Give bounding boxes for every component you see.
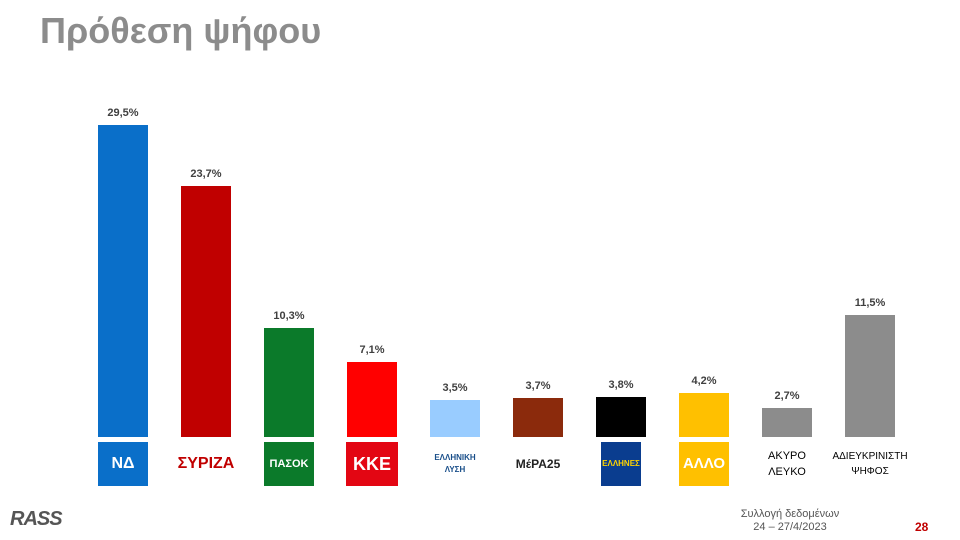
brand-logo: RASS xyxy=(10,508,63,530)
value-label: 2,7% xyxy=(774,390,800,403)
bar xyxy=(181,186,231,437)
bar xyxy=(430,399,480,437)
value-label: 10,3% xyxy=(273,310,305,323)
category-logo: ΕΛΛΗΝΕΣ xyxy=(601,442,641,486)
category-logo: ΚΚΕ xyxy=(346,442,398,486)
category-logo: ΕΛΛΗΝΙΚΗ ΛΥΣΗ xyxy=(434,453,476,474)
bar xyxy=(264,328,314,437)
bar xyxy=(679,392,729,437)
footer-note: Συλλογή δεδομένων xyxy=(740,508,840,520)
bar xyxy=(762,408,812,437)
bar xyxy=(98,124,148,437)
bar xyxy=(596,396,646,437)
value-label: 29,5% xyxy=(107,106,139,119)
category-logo: ΑΚΥΡΟ ΛΕΥΚΟ xyxy=(768,449,806,479)
category-logo: ΣΥΡΙΖΑ xyxy=(177,455,235,472)
category-logo: ΠΑΣΟΚ xyxy=(264,442,314,486)
value-label: 11,5% xyxy=(854,297,886,310)
value-label: 3,8% xyxy=(608,378,634,391)
category-logo: ΝΔ xyxy=(98,442,148,486)
value-label: 3,7% xyxy=(525,379,551,392)
value-label: 3,5% xyxy=(442,381,468,394)
chart-title: Πρόθεση ψήφου xyxy=(40,10,322,51)
category-logo: ΜέΡΑ25 xyxy=(515,457,561,471)
value-label: 4,2% xyxy=(691,374,717,387)
page-number: 28 xyxy=(915,520,929,534)
value-label: 23,7% xyxy=(190,168,222,181)
bar xyxy=(513,397,563,437)
category-logo: ΑΔΙΕΥΚΡΙΝΙΣΤΗ ΨΗΦΟΣ xyxy=(832,451,908,477)
bar xyxy=(347,361,397,437)
bar xyxy=(845,315,895,437)
value-label: 7,1% xyxy=(359,343,385,356)
category-logo: ΑΛΛΟ xyxy=(679,442,729,486)
footer-dates: 24 – 27/4/2023 xyxy=(753,521,827,533)
